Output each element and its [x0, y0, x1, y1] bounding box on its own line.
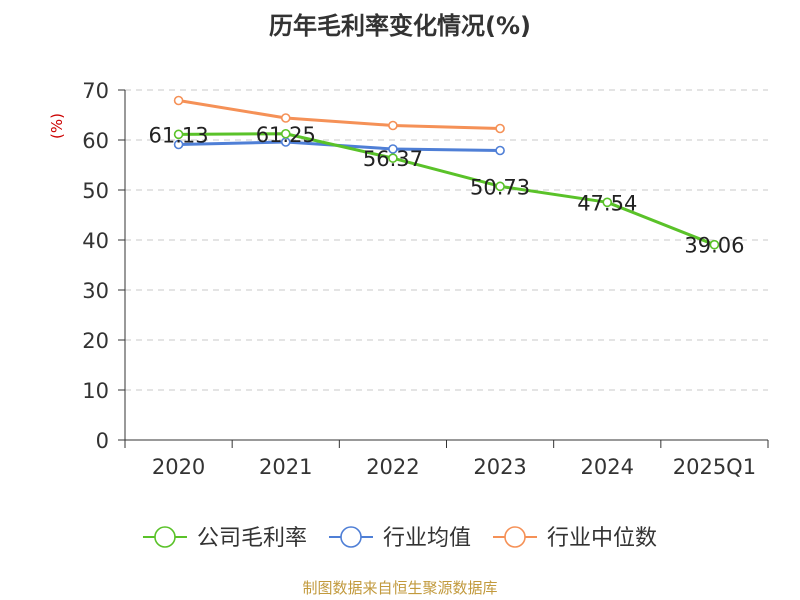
legend-marker: [504, 526, 526, 548]
series-lines: [173, 95, 720, 250]
chart-title: 历年毛利率变化情况(%): [269, 12, 531, 40]
data-point: [173, 95, 184, 106]
data-label: 61.25: [256, 123, 316, 147]
legend-label: 行业中位数: [547, 526, 657, 551]
data-point: [495, 181, 505, 192]
data-label: 50.73: [470, 175, 530, 199]
data-label: 56.37: [363, 147, 423, 171]
y-tick-labels: 0 10 20 30 40 50 60 70: [82, 79, 109, 453]
source-note: 制图数据来自恒生聚源数据库: [302, 579, 498, 597]
legend-item: 行业均值: [328, 526, 471, 551]
y-tick-label: 0: [96, 429, 109, 453]
x-tick-labels: 2020 2021 2022 2023 2024 2025Q1: [152, 455, 756, 479]
data-point: [280, 113, 291, 123]
data-point: [495, 145, 505, 156]
axes: [118, 89, 769, 448]
x-tick-label: 2025Q1: [673, 455, 756, 479]
data-point: [709, 239, 720, 250]
y-tick-label: 50: [82, 179, 109, 203]
grid-lines: [125, 89, 768, 391]
x-tick-label: 2021: [259, 455, 312, 479]
legend-item: 行业中位数: [493, 526, 657, 551]
y-tick-label: 60: [82, 129, 109, 153]
data-point: [388, 153, 398, 163]
data-point: [388, 144, 398, 154]
y-tick-label: 70: [82, 79, 109, 103]
y-tick-label: 30: [82, 279, 109, 303]
series-line: [178, 132, 715, 247]
y-axis-label: (%): [48, 113, 66, 139]
legend: 公司毛利率 行业均值 行业中位数: [142, 526, 657, 551]
data-label: 47.54: [577, 191, 637, 215]
data-point: [280, 128, 291, 139]
data-point: [495, 123, 505, 134]
x-tick-label: 2020: [152, 455, 205, 479]
y-tick-label: 10: [82, 379, 109, 403]
data-label: 61.13: [149, 123, 209, 147]
x-tick-label: 2023: [473, 455, 526, 479]
x-tick-label: 2022: [366, 455, 419, 479]
data-point: [173, 139, 184, 150]
legend-marker: [340, 526, 362, 548]
legend-label: 公司毛利率: [197, 526, 307, 551]
legend-item: 公司毛利率: [142, 526, 307, 551]
legend-label: 行业均值: [383, 526, 471, 551]
data-point: [388, 120, 398, 131]
data-point: [602, 197, 613, 208]
data-point: [173, 129, 184, 140]
data-label: 39.06: [684, 234, 744, 258]
legend-marker: [154, 526, 176, 548]
y-tick-label: 20: [82, 329, 109, 353]
data-labels: 61.13 61.25 56.37 50.73 47.54 39.06: [149, 123, 745, 258]
y-tick-label: 40: [82, 229, 109, 253]
x-tick-label: 2024: [581, 455, 634, 479]
series-line: [178, 99, 501, 130]
